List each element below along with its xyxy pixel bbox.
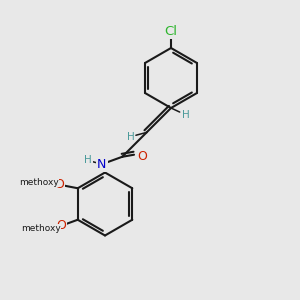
Text: O: O (56, 219, 66, 232)
Text: O: O (137, 150, 147, 163)
Text: O: O (54, 178, 64, 191)
Text: N: N (97, 158, 106, 171)
Text: methoxy: methoxy (19, 178, 58, 187)
Text: H: H (84, 155, 92, 166)
Text: Cl: Cl (164, 25, 178, 38)
Text: H: H (127, 132, 134, 142)
Text: methoxy: methoxy (21, 224, 61, 233)
Text: H: H (182, 110, 190, 120)
